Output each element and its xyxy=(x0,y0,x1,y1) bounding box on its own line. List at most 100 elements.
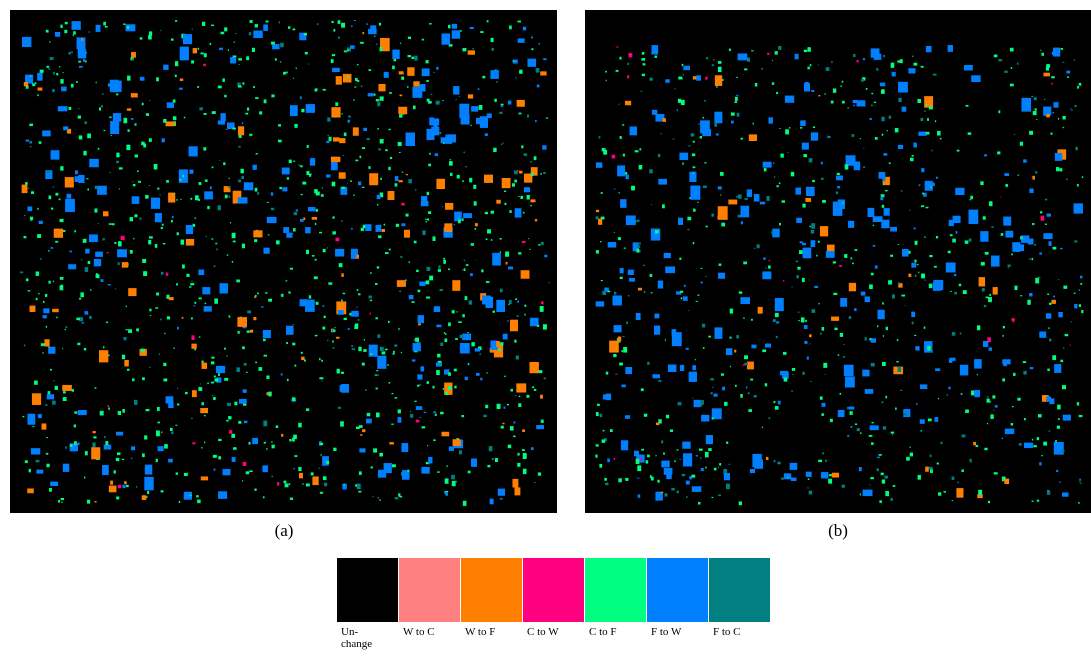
change-pixel xyxy=(142,453,145,457)
change-pixel xyxy=(293,161,295,162)
change-pixel xyxy=(351,25,352,27)
change-pixel xyxy=(373,448,377,452)
change-pixel xyxy=(1049,303,1051,305)
change-pixel xyxy=(973,442,976,445)
change-pixel xyxy=(363,128,367,131)
change-pixel xyxy=(459,450,462,454)
change-pixel xyxy=(160,195,161,196)
change-pixel xyxy=(320,454,321,455)
change-pixel xyxy=(517,453,519,456)
change-pixel xyxy=(921,205,924,207)
change-pixel xyxy=(523,469,527,474)
change-pixel xyxy=(322,456,329,466)
change-pixel xyxy=(463,152,465,153)
change-pixel xyxy=(53,187,54,188)
legend-label-box: Un-change xyxy=(337,626,399,660)
change-pixel xyxy=(629,278,635,282)
change-pixel xyxy=(448,322,451,326)
change-pixel xyxy=(160,30,161,31)
change-pixel xyxy=(1035,108,1037,110)
change-pixel xyxy=(440,289,443,291)
change-pixel xyxy=(23,236,26,238)
change-pixel xyxy=(369,313,370,315)
change-pixel xyxy=(915,275,917,277)
change-pixel xyxy=(904,413,908,416)
change-pixel xyxy=(263,24,268,30)
change-pixel xyxy=(754,194,760,202)
change-pixel xyxy=(933,74,937,76)
change-pixel xyxy=(527,195,530,200)
change-pixel xyxy=(1034,445,1037,447)
change-pixel xyxy=(323,249,326,252)
change-pixel xyxy=(102,465,109,475)
change-pixel xyxy=(895,128,899,132)
change-pixel xyxy=(190,283,194,285)
change-pixel xyxy=(75,176,84,182)
change-pixel xyxy=(468,363,470,365)
change-pixel xyxy=(183,175,185,177)
change-pixel xyxy=(849,407,855,410)
change-pixel xyxy=(327,117,330,121)
change-pixel xyxy=(1002,438,1003,440)
change-pixel xyxy=(293,28,296,30)
change-pixel xyxy=(811,223,815,228)
change-pixel xyxy=(818,95,820,96)
change-pixel xyxy=(286,342,288,344)
change-pixel xyxy=(516,383,526,392)
change-pixel xyxy=(1039,252,1042,254)
change-pixel xyxy=(796,261,798,263)
change-pixel xyxy=(524,314,525,316)
change-pixel xyxy=(249,470,252,472)
change-pixel xyxy=(809,334,812,337)
change-pixel xyxy=(654,326,660,335)
change-pixel xyxy=(938,398,939,399)
change-pixel xyxy=(897,339,898,341)
change-pixel xyxy=(692,486,702,492)
change-pixel xyxy=(154,164,158,170)
change-pixel xyxy=(540,306,544,312)
change-pixel xyxy=(644,414,647,417)
change-pixel xyxy=(119,167,123,169)
change-pixel xyxy=(429,23,431,25)
change-pixel xyxy=(541,420,544,423)
change-pixel xyxy=(731,112,735,115)
change-pixel xyxy=(537,325,539,327)
change-pixel xyxy=(131,458,133,459)
change-pixel xyxy=(418,323,421,325)
change-pixel xyxy=(952,332,955,336)
change-pixel xyxy=(466,264,469,266)
change-pixel xyxy=(393,351,395,353)
change-pixel xyxy=(883,335,884,337)
change-pixel xyxy=(871,338,876,342)
change-pixel xyxy=(422,68,430,76)
change-pixel xyxy=(289,160,292,164)
change-pixel xyxy=(179,88,183,90)
change-pixel xyxy=(203,147,206,150)
change-pixel xyxy=(490,70,498,79)
change-pixel xyxy=(719,264,722,266)
change-pixel xyxy=(247,108,249,111)
change-pixel xyxy=(60,166,63,170)
change-pixel xyxy=(501,426,504,429)
change-pixel xyxy=(802,243,806,245)
change-pixel xyxy=(396,51,397,52)
change-pixel xyxy=(1077,86,1079,89)
change-pixel xyxy=(476,373,480,376)
change-pixel xyxy=(531,172,534,176)
change-pixel xyxy=(691,475,695,478)
change-pixel xyxy=(110,481,113,485)
change-pixel xyxy=(372,496,373,497)
change-pixel xyxy=(48,281,50,284)
change-pixel xyxy=(45,294,47,297)
change-pixel xyxy=(177,403,179,405)
change-pixel xyxy=(268,234,269,235)
change-pixel xyxy=(481,269,483,272)
change-pixel xyxy=(445,478,449,483)
change-pixel xyxy=(619,363,623,366)
change-pixel xyxy=(266,448,268,449)
change-pixel xyxy=(602,291,606,295)
change-pixel xyxy=(1018,246,1023,249)
change-pixel xyxy=(146,113,149,116)
change-pixel xyxy=(95,387,97,388)
change-pixel xyxy=(214,379,218,382)
